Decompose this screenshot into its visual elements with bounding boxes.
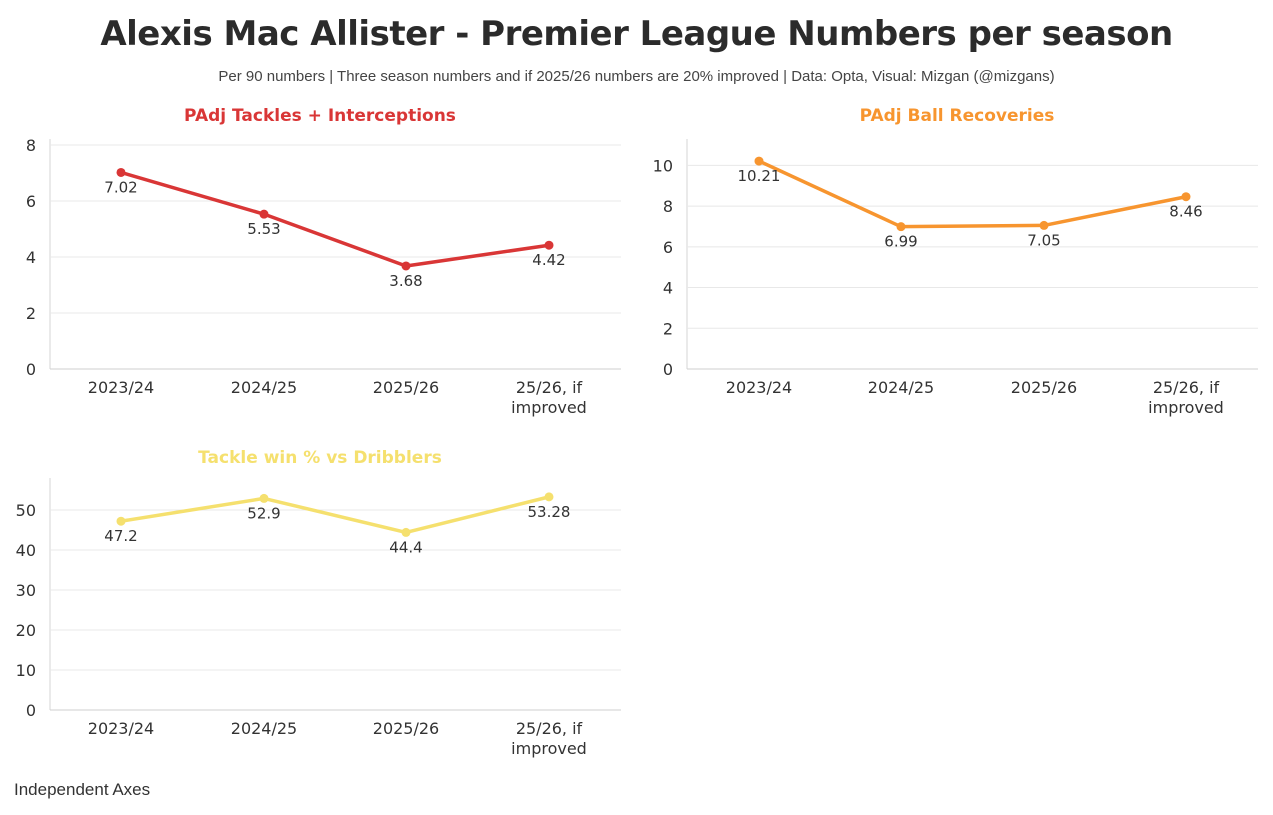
tackle-win-pct-y-tick-label: 40: [16, 541, 36, 560]
ball-recoveries-x-tick-label: 25/26, if: [1153, 378, 1220, 397]
ball-recoveries-y-tick-label: 4: [663, 279, 673, 298]
tackle-win-pct-data-point: [259, 493, 269, 503]
footer-note: Independent Axes: [14, 780, 151, 799]
ball-recoveries-y-tick-label: 10: [653, 156, 673, 175]
tackles-interceptions-y-tick-label: 2: [26, 304, 36, 323]
tackle-win-pct-y-tick-label: 50: [16, 501, 36, 520]
tackles-interceptions-y-tick-label: 4: [26, 248, 36, 267]
tackles-interceptions-x-tick-label: 2024/25: [231, 378, 297, 397]
ball-recoveries-data-point: [1039, 220, 1049, 230]
tackles-interceptions-data-label: 7.02: [104, 178, 137, 196]
ball-recoveries-data-label: 8.46: [1169, 203, 1202, 221]
tackles-interceptions-x-tick-label: 25/26, if: [516, 378, 583, 397]
ball-recoveries-data-label: 10.21: [738, 167, 781, 185]
tackles-interceptions-data-point: [544, 240, 554, 250]
ball-recoveries-series-line: [757, 159, 1188, 229]
tackles-interceptions-x-tick-label: improved: [511, 398, 587, 417]
tackles-interceptions-x-tick-label: 2025/26: [373, 378, 439, 397]
tackles-interceptions-data-label: 3.68: [389, 272, 422, 290]
tackles-interceptions-series-line: [119, 170, 551, 268]
ball-recoveries-x-tick-label: 2025/26: [1011, 378, 1077, 397]
ball-recoveries-x-tick-label: 2024/25: [868, 378, 934, 397]
ball-recoveries-y-tick-label: 2: [663, 319, 673, 338]
tackle-win-pct-data-point: [401, 527, 411, 537]
page-subtitle: Per 90 numbers | Three season numbers an…: [218, 68, 1055, 85]
tackle-win-pct-series-line: [119, 495, 551, 535]
tackle-win-pct-x-tick-label: improved: [511, 739, 587, 758]
tackles-interceptions-y-tick-label: 0: [26, 360, 36, 379]
tackles-interceptions-y-tick-label: 8: [26, 136, 36, 155]
chart-title-tackles-interceptions: PAdj Tackles + Interceptions: [184, 106, 456, 126]
tackle-win-pct-y-tick-label: 0: [26, 701, 36, 720]
ball-recoveries-data-label: 6.99: [884, 233, 917, 251]
ball-recoveries-y-tick-label: 0: [663, 360, 673, 379]
ball-recoveries-x-tick-label: 2023/24: [726, 378, 792, 397]
chart-title-tackle-win-pct: Tackle win % vs Dribblers: [198, 448, 442, 468]
tackle-win-pct-data-point: [116, 516, 126, 526]
tackle-win-pct-y-tick-label: 10: [16, 661, 36, 680]
tackle-win-pct-x-tick-label: 2023/24: [88, 719, 154, 738]
tackles-interceptions-data-point: [259, 209, 269, 219]
tackle-win-pct-data-label: 44.4: [389, 538, 422, 556]
tackle-win-pct-data-label: 53.28: [528, 503, 571, 521]
tackles-interceptions-x-tick-label: 2023/24: [88, 378, 154, 397]
tackles-interceptions-data-label: 5.53: [247, 220, 280, 238]
tackle-win-pct-y-tick-label: 20: [16, 621, 36, 640]
ball-recoveries-y-tick-label: 6: [663, 238, 673, 257]
ball-recoveries-data-point: [1181, 192, 1191, 202]
ball-recoveries-x-tick-label: improved: [1148, 398, 1224, 417]
tackles-interceptions-data-point: [116, 167, 126, 177]
tackles-interceptions-data-label: 4.42: [532, 251, 565, 269]
tackle-win-pct-x-tick-label: 2024/25: [231, 719, 297, 738]
ball-recoveries-y-tick-label: 8: [663, 197, 673, 216]
tackles-interceptions-y-tick-label: 6: [26, 192, 36, 211]
tackle-win-pct-data-point: [544, 492, 554, 502]
page-title: Alexis Mac Allister - Premier League Num…: [100, 14, 1173, 54]
chart-title-ball-recoveries: PAdj Ball Recoveries: [859, 106, 1055, 126]
tackle-win-pct-data-label: 47.2: [104, 527, 137, 545]
ball-recoveries-data-point: [896, 222, 906, 232]
tackle-win-pct-x-tick-label: 2025/26: [373, 719, 439, 738]
tackle-win-pct-y-tick-label: 30: [16, 581, 36, 600]
ball-recoveries-data-label: 7.05: [1027, 231, 1060, 249]
tackles-interceptions-data-point: [401, 261, 411, 271]
ball-recoveries-data-point: [754, 156, 764, 166]
tackle-win-pct-data-label: 52.9: [247, 504, 280, 522]
tackle-win-pct-x-tick-label: 25/26, if: [516, 719, 583, 738]
